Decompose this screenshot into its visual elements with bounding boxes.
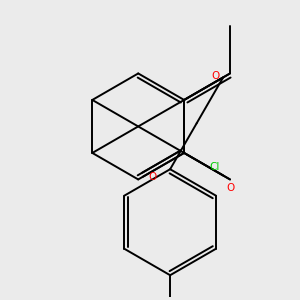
Text: Cl: Cl [209,162,220,172]
Text: O: O [212,71,220,81]
Text: O: O [148,172,156,182]
Text: O: O [226,183,234,193]
